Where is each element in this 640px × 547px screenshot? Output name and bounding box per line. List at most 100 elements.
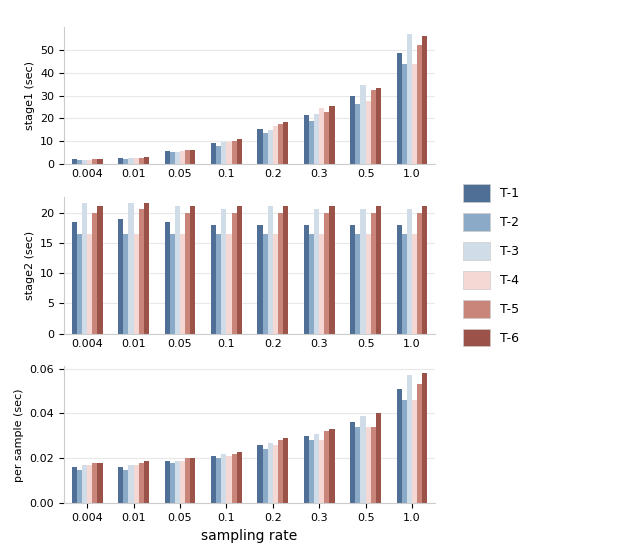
Bar xyxy=(216,458,221,503)
Bar xyxy=(129,159,134,164)
Bar xyxy=(82,465,87,503)
Bar xyxy=(139,463,144,503)
Bar xyxy=(221,210,227,334)
Bar xyxy=(422,36,428,164)
Bar xyxy=(417,384,422,503)
Bar xyxy=(77,234,82,334)
Y-axis label: stage2 (sec): stage2 (sec) xyxy=(24,231,35,300)
Bar xyxy=(376,206,381,334)
Bar xyxy=(92,159,97,164)
Bar xyxy=(407,210,412,334)
Bar xyxy=(314,434,319,503)
Bar xyxy=(124,234,129,334)
Bar xyxy=(97,159,102,164)
Bar xyxy=(72,159,77,164)
Bar xyxy=(164,461,170,503)
Bar xyxy=(412,234,417,334)
Bar xyxy=(397,389,402,503)
Bar xyxy=(417,213,422,334)
Bar xyxy=(221,142,227,164)
Bar xyxy=(216,146,221,164)
Bar xyxy=(87,465,92,503)
Bar xyxy=(304,225,309,334)
Bar xyxy=(144,203,149,334)
Bar xyxy=(417,45,422,164)
Bar xyxy=(237,206,242,334)
Bar xyxy=(232,213,237,334)
Bar xyxy=(144,158,149,164)
Bar xyxy=(257,225,262,334)
Bar xyxy=(118,219,124,334)
Bar xyxy=(402,63,407,164)
Bar xyxy=(360,85,365,164)
Bar xyxy=(262,133,268,164)
Y-axis label: stage1 (sec): stage1 (sec) xyxy=(24,61,35,130)
Bar xyxy=(330,429,335,503)
Bar xyxy=(397,225,402,334)
Bar xyxy=(268,130,273,164)
Bar xyxy=(371,213,376,334)
Bar xyxy=(134,159,139,164)
Bar xyxy=(82,203,87,334)
Bar xyxy=(273,126,278,164)
Bar xyxy=(412,400,417,503)
Bar xyxy=(164,222,170,334)
Bar xyxy=(365,234,371,334)
Bar xyxy=(273,234,278,334)
Bar xyxy=(216,234,221,334)
Bar xyxy=(124,159,129,164)
Bar xyxy=(92,213,97,334)
Bar xyxy=(376,88,381,164)
Bar xyxy=(118,158,124,164)
Bar xyxy=(360,416,365,503)
Bar xyxy=(185,150,190,164)
Bar xyxy=(97,206,102,334)
Bar xyxy=(190,458,195,503)
Bar xyxy=(124,469,129,503)
Bar xyxy=(237,139,242,164)
Bar xyxy=(309,121,314,164)
Bar xyxy=(268,206,273,334)
Bar xyxy=(185,458,190,503)
Bar xyxy=(309,234,314,334)
Bar xyxy=(304,436,309,503)
Bar xyxy=(422,206,428,334)
Bar xyxy=(314,210,319,334)
Bar xyxy=(402,234,407,334)
Bar xyxy=(170,152,175,164)
Bar xyxy=(134,465,139,503)
Bar xyxy=(257,445,262,503)
Bar xyxy=(232,454,237,503)
Bar xyxy=(134,234,139,334)
Bar xyxy=(278,124,283,164)
Bar xyxy=(324,112,330,164)
Bar xyxy=(180,461,185,503)
Bar xyxy=(355,103,360,164)
Bar xyxy=(365,427,371,503)
Bar xyxy=(227,234,232,334)
Bar xyxy=(227,456,232,503)
Bar xyxy=(175,206,180,334)
Bar xyxy=(371,90,376,164)
Bar xyxy=(170,234,175,334)
Bar xyxy=(190,150,195,164)
Bar xyxy=(164,151,170,164)
Bar xyxy=(360,210,365,334)
Bar xyxy=(82,160,87,164)
Bar xyxy=(232,141,237,164)
Bar xyxy=(221,454,227,503)
Bar xyxy=(180,234,185,334)
Bar xyxy=(129,465,134,503)
Bar xyxy=(355,234,360,334)
Bar xyxy=(283,122,288,164)
Bar xyxy=(324,432,330,503)
Bar xyxy=(278,213,283,334)
Bar xyxy=(324,213,330,334)
Bar xyxy=(376,414,381,503)
Bar xyxy=(304,115,309,164)
Bar xyxy=(330,106,335,164)
Bar xyxy=(422,373,428,503)
Bar xyxy=(407,34,412,164)
Bar xyxy=(273,445,278,503)
Bar xyxy=(97,463,102,503)
